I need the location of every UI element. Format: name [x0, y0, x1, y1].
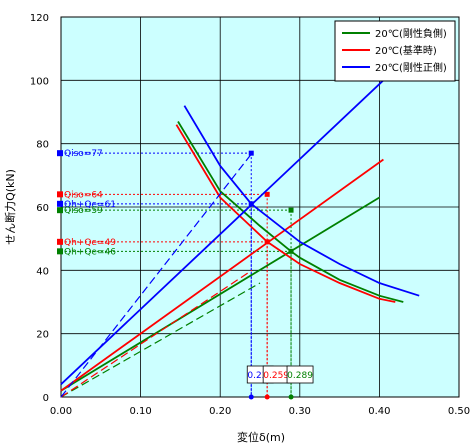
x-tick-label: 0.40 [368, 406, 390, 417]
annotation-point [248, 150, 254, 156]
x-marker-dot [288, 394, 294, 400]
y-tick-label: 80 [36, 140, 49, 151]
annotation-marker [57, 191, 63, 198]
annotation-label: Qiso=59 [64, 206, 103, 216]
y-tick-label: 20 [36, 330, 49, 341]
y-tick-label: 40 [36, 266, 49, 277]
y-tick-label: 60 [36, 203, 49, 214]
annotation-label: Qiso=64 [64, 190, 103, 200]
series-line-1-0 [60, 158, 384, 392]
series-line-1-1 [60, 269, 253, 398]
x-marker-dot [264, 394, 270, 400]
annotation-label: Qiso=77 [64, 149, 103, 159]
legend-label: 20℃(剛性正側) [375, 61, 447, 74]
x-tick-label: 0.20 [209, 406, 231, 417]
y-tick-label: 120 [30, 13, 49, 24]
series-line-1-2 [175, 124, 396, 303]
annotation-marker [57, 248, 63, 255]
series-line-2-2 [183, 105, 420, 297]
legend-label: 20℃(剛性負側) [375, 27, 447, 40]
annotation-marker [57, 200, 63, 207]
series-line-2-1 [60, 152, 253, 398]
y-axis-title: せん断力Q(kN) [3, 169, 17, 245]
x-tick-label: 0.50 [448, 406, 470, 417]
annotation-marker [57, 238, 63, 245]
x-marker-label: 0.239 [247, 371, 273, 381]
annotation-marker [57, 207, 63, 214]
x-marker-box [286, 365, 314, 384]
series-line-0-2 [177, 121, 404, 303]
x-tick-label: 0.10 [129, 406, 151, 417]
series-line-0-0 [60, 196, 380, 392]
x-marker-label: 0.259 [263, 371, 289, 381]
x-axis-title: 変位δ(m) [237, 430, 285, 444]
annotation-point [264, 191, 270, 197]
y-tick-label: 0 [43, 393, 49, 404]
x-tick-label: 0.30 [289, 406, 311, 417]
x-marker-label: 0.289 [287, 371, 313, 381]
series-lines [60, 79, 420, 398]
series-line-2-0 [60, 79, 385, 385]
y-tick-label: 100 [30, 76, 49, 87]
annotation-label: Qh+Qe=49 [64, 238, 116, 248]
annotation-label: Qh+Qe=46 [64, 247, 116, 257]
x-marker-dot [248, 394, 254, 400]
x-tick-label: 0.00 [50, 406, 72, 417]
annotation-point [288, 207, 294, 213]
annotation-marker [57, 150, 63, 157]
annotation-label: Qh+Qe=61 [64, 200, 116, 210]
legend-label: 20℃(基準時) [375, 44, 437, 57]
legend: 20℃(剛性負側) 20℃(基準時) 20℃(剛性正側) [334, 20, 456, 82]
axis-ticks: 0.00 0.10 0.20 0.30 0.40 0.50 0 20 40 60 80 100 120 [30, 13, 470, 417]
series-line-0-1 [60, 282, 261, 398]
